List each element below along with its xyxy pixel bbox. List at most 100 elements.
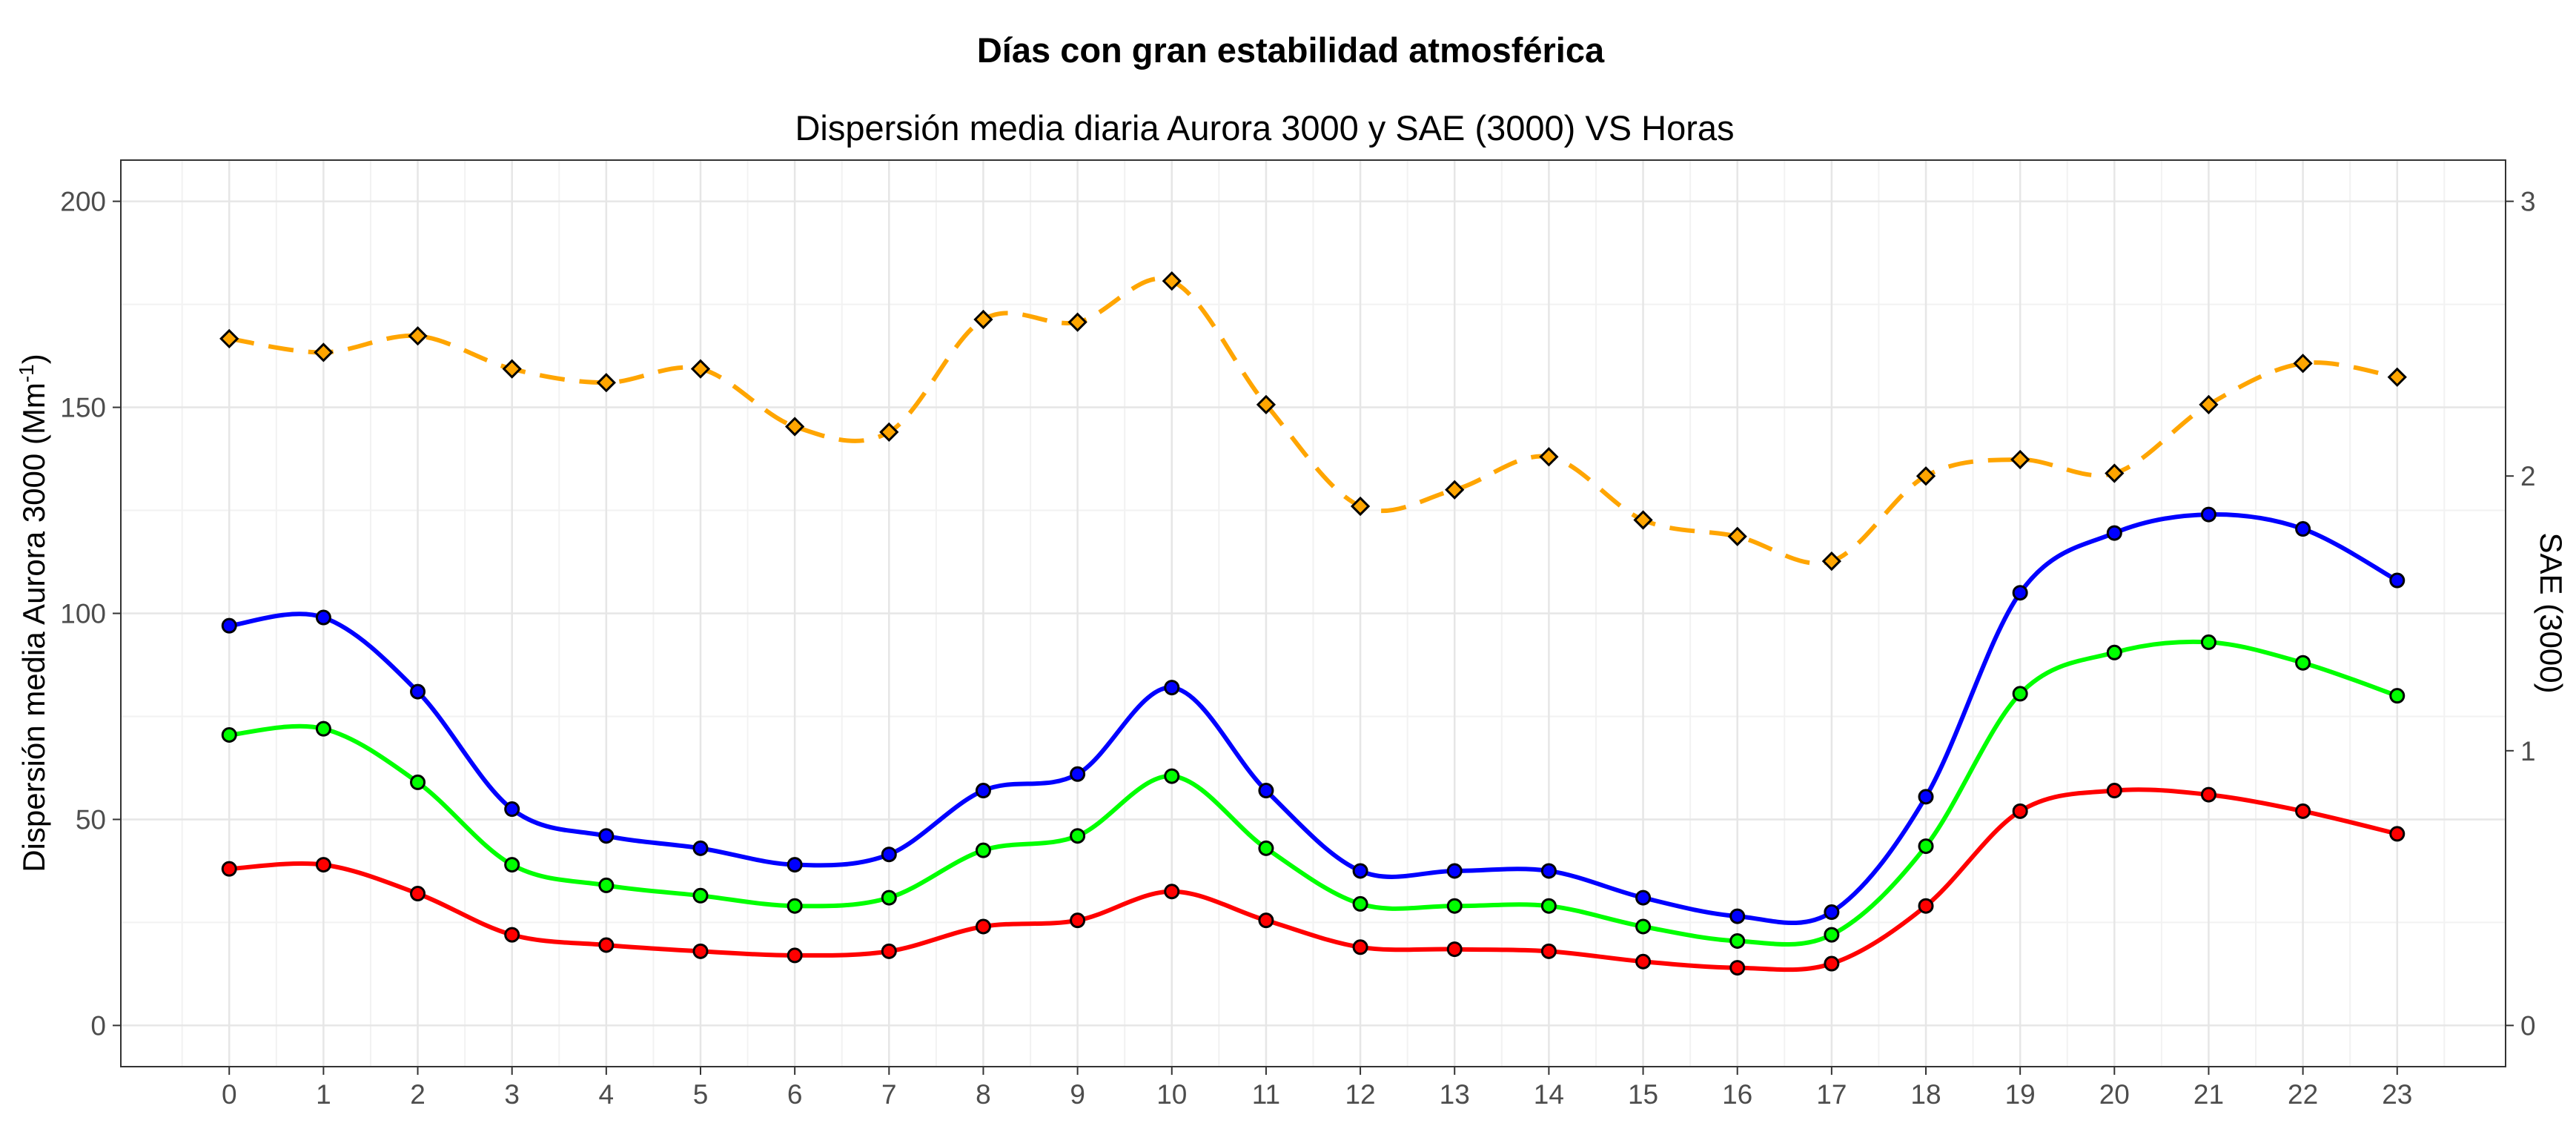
series-3-point [881, 943, 897, 959]
series-1-point [2295, 521, 2311, 537]
y-tick-label: 150 [60, 393, 106, 423]
x-tick-label: 13 [1440, 1079, 1470, 1110]
series-2-point [1918, 838, 1934, 855]
series-4-point [2010, 449, 2030, 470]
series-2-point [2295, 655, 2311, 671]
series-3-point [410, 886, 426, 902]
x-tick-label: 10 [1156, 1079, 1187, 1110]
series-2-point [787, 898, 803, 914]
x-tick-label: 15 [1628, 1079, 1658, 1110]
series-4-point [1067, 312, 1087, 332]
series-2-point [1446, 898, 1463, 914]
series-4-point [596, 373, 616, 393]
series-4-point [690, 359, 711, 379]
series-1-point [1918, 789, 1934, 805]
series-4-point [502, 359, 522, 379]
x-tick-label: 22 [2288, 1079, 2318, 1110]
series-1-point [221, 617, 237, 634]
x-tick-label: 2 [410, 1079, 426, 1110]
series-3-point [2106, 783, 2122, 799]
series-2-point [2200, 634, 2216, 650]
y2-tick-label: 2 [2520, 461, 2536, 491]
series-1-point [410, 683, 426, 700]
series-1-point [2389, 572, 2406, 589]
series-line-4 [228, 276, 2398, 566]
y2-axis-title: SAE (3000) [2534, 532, 2569, 693]
y-tick-label: 50 [76, 804, 106, 835]
series-3-point [692, 943, 709, 959]
series-1-point [315, 609, 331, 626]
series-1-point [1352, 863, 1368, 879]
series-points [219, 271, 2407, 976]
series-4-point [2293, 354, 2313, 374]
series-2-point [1258, 840, 1274, 856]
chart-subtitle: Dispersión media diaria Aurora 3000 y SA… [795, 108, 1734, 148]
series-4-point [2105, 463, 2125, 483]
series-1-point [2012, 585, 2028, 601]
series-2-point [1164, 768, 1180, 784]
y-tick-label: 200 [60, 187, 106, 217]
y-axis-title-close: ) [16, 354, 51, 364]
series-2-point [975, 842, 991, 858]
series-4-point [973, 309, 993, 330]
series-2-point [1824, 927, 1840, 943]
series-4-point [1727, 526, 1747, 546]
series-1-point [2106, 525, 2122, 541]
series-1-point [692, 840, 709, 856]
x-tick-label: 0 [222, 1079, 237, 1110]
x-tick-label: 16 [1722, 1079, 1752, 1110]
series-2-point [1635, 918, 1652, 935]
series-4-point [1633, 510, 1653, 530]
series-3-point [504, 927, 520, 943]
x-tick-label: 20 [2099, 1079, 2130, 1110]
x-tick-label: 14 [1534, 1079, 1564, 1110]
series-2-point [1540, 898, 1557, 914]
series-1-point [1635, 889, 1652, 906]
series-4-point [1821, 551, 1841, 572]
series-4-point [1916, 466, 1936, 486]
series-3-point [2012, 803, 2028, 819]
y-axis-title: Dispersión media Aurora 3000 (Mm-1) [15, 354, 52, 872]
series-4-point [1162, 271, 1182, 291]
series-2-point [2012, 686, 2028, 702]
x-tick-label: 3 [504, 1079, 520, 1110]
series-1-point [1070, 766, 1086, 782]
series-2-point [315, 720, 331, 737]
series-3-point [1729, 960, 1746, 976]
x-tick-label: 4 [599, 1079, 615, 1110]
series-3-point [1540, 943, 1557, 959]
y-axis-title-main: Dispersión media Aurora 3000 (Mm [16, 382, 51, 872]
series-3-point [1918, 898, 1934, 914]
series-2-point [881, 889, 897, 906]
series-2-point [2389, 688, 2406, 704]
chart-title: Días con gran estabilidad atmosférica [977, 30, 1605, 70]
series-1-point [881, 847, 897, 863]
series-4-point [314, 342, 334, 362]
series-1-point [1540, 863, 1557, 879]
x-tick-label: 8 [976, 1079, 991, 1110]
series-4-point [785, 417, 805, 437]
axes: 0 1 2 3 4 5 6 7 8 9 10 11 12 13 14 15 16 17 18 19 20 21 22 2305… [60, 187, 2535, 1110]
series-1-point [1258, 783, 1274, 799]
series-2-point [1352, 895, 1368, 912]
x-tick-label: 21 [2193, 1079, 2224, 1110]
x-tick-label: 1 [316, 1079, 331, 1110]
y-tick-label: 0 [90, 1010, 106, 1041]
series-4-point [1350, 496, 1371, 517]
series-3-point [1824, 955, 1840, 972]
series-2-point [1070, 828, 1086, 844]
series-3-point [2295, 803, 2311, 819]
series-1-point [1164, 680, 1180, 696]
series-3-point [221, 861, 237, 877]
series-4-point [2387, 367, 2407, 387]
x-tick-label: 17 [1816, 1079, 1847, 1110]
series-4-point [1256, 394, 1277, 414]
series-2-point [410, 774, 426, 790]
series-3-point [2200, 786, 2216, 803]
y-axis-title-sup: -1 [15, 364, 38, 382]
series-1-point [975, 783, 991, 799]
series-3-point [1070, 912, 1086, 929]
series-3-point [975, 918, 991, 935]
x-tick-label: 23 [2382, 1079, 2412, 1110]
